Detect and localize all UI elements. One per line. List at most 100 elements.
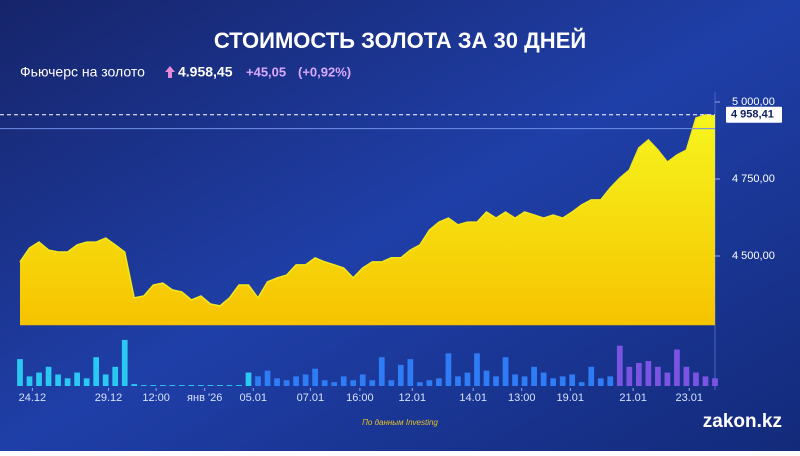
volume-bar bbox=[512, 374, 518, 386]
volume-bar bbox=[369, 380, 376, 386]
volume-bar bbox=[664, 372, 671, 386]
volume-bar bbox=[26, 376, 33, 386]
volume-bar bbox=[283, 380, 290, 386]
volume-bar bbox=[131, 384, 138, 386]
volume-bar bbox=[569, 374, 576, 386]
volume-bar bbox=[188, 385, 195, 386]
x-tick-label: 16:00 bbox=[346, 392, 374, 404]
volume-bar bbox=[540, 372, 547, 386]
x-tick-label: 21.01 bbox=[619, 392, 647, 404]
volume-bar bbox=[559, 376, 566, 386]
volume-bar bbox=[102, 374, 109, 386]
volume-bar bbox=[683, 366, 690, 386]
volume-bar bbox=[64, 378, 71, 386]
volume-bar bbox=[93, 357, 100, 386]
volume-bar bbox=[17, 359, 23, 386]
volume-bar bbox=[407, 359, 414, 386]
volume-bar bbox=[217, 385, 223, 386]
volume-bar bbox=[140, 385, 147, 386]
x-tick-label: 07.01 bbox=[297, 392, 325, 404]
current-price-box bbox=[726, 106, 782, 123]
volume-bar bbox=[531, 366, 537, 386]
volume-bar bbox=[483, 370, 490, 386]
x-tick-label: янв '26 bbox=[187, 392, 222, 404]
volume-bar bbox=[635, 362, 642, 386]
volume-bar bbox=[702, 376, 709, 386]
area-line bbox=[19, 114, 716, 307]
volume-bar bbox=[112, 366, 119, 386]
volume-bar bbox=[464, 372, 471, 386]
volume-bar bbox=[655, 366, 661, 386]
volume-bar bbox=[445, 353, 452, 386]
volume-bar bbox=[226, 385, 233, 386]
volume-bar bbox=[502, 357, 509, 386]
volume-bar bbox=[597, 378, 604, 386]
x-tick-label: 23.01 bbox=[676, 392, 704, 404]
volume-bar bbox=[83, 378, 90, 386]
volume-bar bbox=[521, 376, 528, 386]
volume-bar bbox=[169, 385, 176, 386]
volume-bar bbox=[550, 378, 557, 386]
volume-bar bbox=[455, 376, 461, 386]
volume-bar bbox=[417, 382, 423, 386]
area bbox=[20, 114, 715, 326]
volume-bar bbox=[693, 372, 699, 386]
volume-bar bbox=[264, 370, 271, 386]
volume-bar bbox=[74, 372, 80, 386]
volume-bar bbox=[359, 374, 366, 386]
current-price-label: 4 958,41 bbox=[731, 109, 774, 121]
x-tick-label: 05.01 bbox=[239, 392, 267, 404]
volume-bar bbox=[578, 382, 585, 386]
volume-bar bbox=[340, 376, 347, 386]
x-tick-label: 12:00 bbox=[142, 392, 170, 404]
chart-title: СТОИМОСТЬ ЗОЛОТА ЗА 30 ДНЕЙ bbox=[214, 28, 586, 53]
volume-bar bbox=[436, 378, 442, 386]
volume-bar bbox=[293, 376, 299, 386]
volume-bar bbox=[493, 376, 499, 386]
volume-bar bbox=[198, 385, 204, 386]
change: +45,05 bbox=[246, 64, 286, 79]
x-tick-label: 29.12 bbox=[95, 392, 123, 404]
volume-bar bbox=[255, 376, 261, 386]
x-tick-label: 14.01 bbox=[459, 392, 487, 404]
volume-bar bbox=[302, 374, 309, 386]
volume-bar bbox=[607, 376, 614, 386]
x-tick-label: 13:00 bbox=[508, 392, 536, 404]
volume-bar bbox=[45, 366, 52, 386]
volume-bar bbox=[274, 378, 280, 386]
volume-bar bbox=[426, 380, 433, 386]
volume-bar bbox=[245, 372, 252, 386]
y-tick-label: 4 500,00 bbox=[732, 250, 775, 262]
volume-bar bbox=[712, 378, 718, 386]
y-tick-label: 4 750,00 bbox=[732, 173, 775, 185]
volume-bar bbox=[588, 366, 595, 386]
volume-bar bbox=[674, 349, 680, 386]
volume-bar bbox=[121, 339, 128, 386]
volume-bar bbox=[474, 353, 480, 386]
volume-bar bbox=[55, 374, 61, 386]
volume-bar bbox=[236, 385, 242, 386]
volume-bar bbox=[388, 380, 395, 386]
logo: zakon.kz bbox=[703, 411, 782, 432]
volume-bar bbox=[397, 364, 404, 386]
volume-bar bbox=[159, 385, 166, 386]
change-pct: (+0,92%) bbox=[298, 64, 351, 79]
volume-bar bbox=[350, 380, 357, 386]
up-arrow bbox=[165, 66, 175, 78]
volume-bar bbox=[178, 385, 185, 386]
volume-bar bbox=[378, 357, 385, 386]
source: По данным Investing bbox=[362, 418, 438, 427]
subtitle-label: Фьючерс на золото bbox=[20, 64, 145, 80]
volume-bar bbox=[207, 385, 214, 386]
volume-bar bbox=[331, 382, 338, 386]
volume-bar bbox=[645, 361, 652, 386]
volume-bar bbox=[321, 380, 328, 386]
y-tick-label: 5 000,00 bbox=[732, 96, 775, 108]
volume-bar bbox=[36, 372, 42, 386]
volume-bar bbox=[626, 366, 633, 386]
x-tick-label: 12.01 bbox=[398, 392, 426, 404]
x-tick-label: 19.01 bbox=[557, 392, 585, 404]
price: 4.958,45 bbox=[178, 64, 233, 80]
volume-bar bbox=[150, 385, 157, 386]
